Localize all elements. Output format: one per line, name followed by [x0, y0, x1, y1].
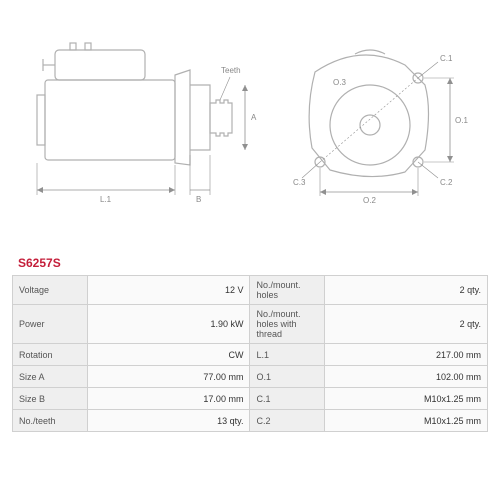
table-row: Size A 77.00 mm O.1 102.00 mm: [13, 366, 488, 388]
spec-label: L.1: [250, 344, 325, 366]
spec-table: Voltage 12 V No./mount. holes 2 qty. Pow…: [12, 275, 488, 432]
spec-value: 12 V: [87, 276, 250, 305]
table-row: Power 1.90 kW No./mount. holes with thre…: [13, 305, 488, 344]
spec-label: C.2: [250, 410, 325, 432]
spec-label: No./teeth: [13, 410, 88, 432]
spec-value: 17.00 mm: [87, 388, 250, 410]
spec-label: Voltage: [13, 276, 88, 305]
spec-label: Power: [13, 305, 88, 344]
table-row: Voltage 12 V No./mount. holes 2 qty.: [13, 276, 488, 305]
table-row: Rotation CW L.1 217.00 mm: [13, 344, 488, 366]
dim-o2: O.2: [363, 196, 376, 205]
dim-b: B: [196, 195, 201, 204]
technical-drawing: L.1 B A Teeth O.1 O.2 O.3 C.1 C.2 C.3: [15, 15, 485, 245]
spec-label: Rotation: [13, 344, 88, 366]
dim-l1: L.1: [100, 195, 112, 204]
dim-c1: C.1: [440, 54, 453, 63]
drawing-svg: L.1 B A Teeth O.1 O.2 O.3 C.1 C.2 C.3: [15, 15, 485, 245]
spec-label: C.1: [250, 388, 325, 410]
dim-o3: O.3: [333, 78, 346, 87]
spec-value: M10x1.25 mm: [325, 410, 488, 432]
table-row: Size B 17.00 mm C.1 M10x1.25 mm: [13, 388, 488, 410]
spec-value: 1.90 kW: [87, 305, 250, 344]
spec-table-body: Voltage 12 V No./mount. holes 2 qty. Pow…: [13, 276, 488, 432]
spec-value: 13 qty.: [87, 410, 250, 432]
spec-value: M10x1.25 mm: [325, 388, 488, 410]
table-row: No./teeth 13 qty. C.2 M10x1.25 mm: [13, 410, 488, 432]
dim-o1: O.1: [455, 116, 468, 125]
spec-label: O.1: [250, 366, 325, 388]
spec-label: Size A: [13, 366, 88, 388]
part-number: S6257S: [18, 256, 61, 270]
spec-label: No./mount. holes with thread: [250, 305, 325, 344]
dim-a: A: [251, 113, 257, 122]
dim-c3: C.3: [293, 178, 306, 187]
spec-value: 217.00 mm: [325, 344, 488, 366]
datasheet: L.1 B A Teeth O.1 O.2 O.3 C.1 C.2 C.3 S6…: [0, 0, 500, 500]
spec-label: No./mount. holes: [250, 276, 325, 305]
spec-label: Size B: [13, 388, 88, 410]
dim-teeth: Teeth: [221, 66, 241, 75]
spec-value: 102.00 mm: [325, 366, 488, 388]
spec-value: 77.00 mm: [87, 366, 250, 388]
spec-value: 2 qty.: [325, 305, 488, 344]
spec-value: 2 qty.: [325, 276, 488, 305]
dim-c2: C.2: [440, 178, 453, 187]
spec-value: CW: [87, 344, 250, 366]
